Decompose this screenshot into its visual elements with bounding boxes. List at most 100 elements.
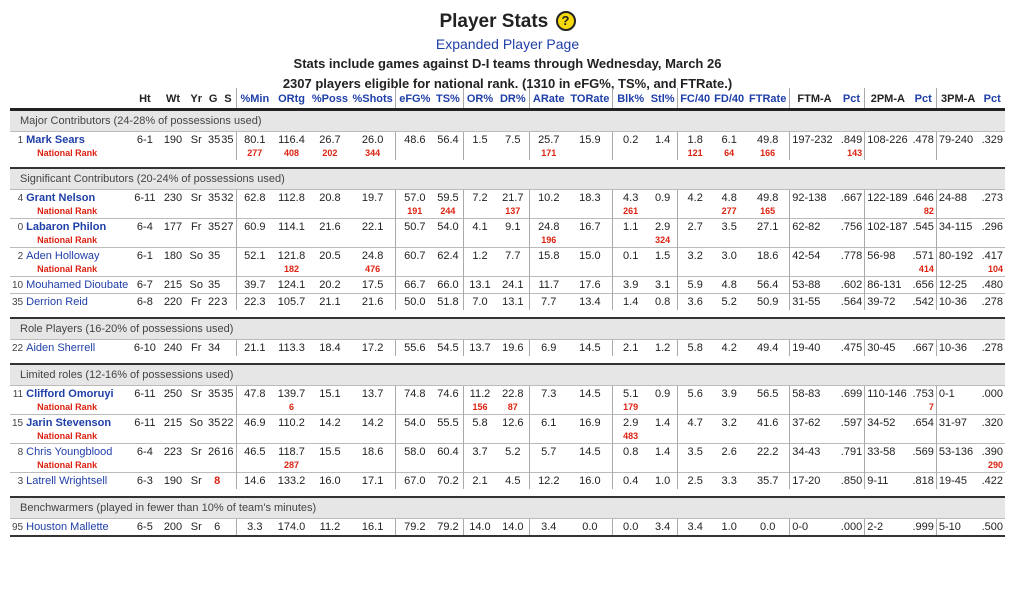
rank-stl [648,264,678,277]
national-rank-label: National Rank [37,235,98,245]
rank-ts [433,148,463,160]
help-icon[interactable]: ? [555,11,576,31]
rank-torate [567,460,613,473]
stat-wt: 240 [159,339,187,356]
player-name-link[interactable]: Clifford Omoruyi [24,385,131,402]
stat-g: 35 [206,131,221,148]
player-name-link[interactable]: Houston Mallette [24,518,131,536]
stats-note: Stats include games against D-I teams th… [293,56,722,71]
player-name-link[interactable]: Latrell Wrightsell [24,472,131,489]
stat-p2ma: 30-45 [864,339,911,356]
column-header-fc-40[interactable]: FC/40 [677,88,713,111]
player-name-link[interactable]: Chris Youngblood [24,443,131,460]
stat-ftrate: 49.8 [746,189,790,206]
national-rank-label: National Rank [37,264,98,274]
stat-p2p: .999 [910,518,937,536]
stat-or: 1.5 [462,131,497,148]
stat-torate: 16.9 [567,414,613,431]
rank-dr [496,148,529,160]
stat-ts: 62.4 [433,247,464,264]
column-header--min[interactable]: %Min [235,88,274,111]
rank-spacer [10,148,24,160]
stat-dr: 21.7 [496,189,530,206]
stat-shots: 24.8 [349,247,396,264]
stat-blk: 1.4 [612,293,649,310]
column-header-efg-[interactable]: eFG% [395,88,434,111]
column-header-blk-[interactable]: Blk% [612,88,649,111]
table-bottom [10,535,1005,539]
column-header-pct[interactable]: Pct [910,88,937,111]
stat-fd: 4.8 [712,189,747,206]
column-header-stl-[interactable]: Stl% [648,88,678,111]
stat-ht: 6-5 [130,518,160,536]
stat-s: 27 [220,218,236,235]
rank-ftma [789,402,839,415]
stat-blk: 0.8 [612,443,649,460]
stat-ftma: 37-62 [789,414,839,431]
page-title: Player Stats ? [0,10,1015,34]
stat-ts: 59.5 [433,189,464,206]
gap-cell [10,356,1005,364]
stat-s [220,276,236,294]
rank-ftp [839,402,865,415]
jersey-number: 3 [10,472,25,489]
stat-p2ma: 34-52 [864,414,911,431]
stat-dr: 12.6 [496,414,530,431]
rank-wt [160,206,187,219]
rank-ftma [789,235,839,248]
player-name-link[interactable]: Derrion Reid [24,293,131,310]
column-header-pct[interactable]: Pct [838,88,865,111]
player-name-link[interactable]: Mouhamed Dioubate [24,276,131,294]
stat-s: 32 [220,189,236,206]
stat-ht: 6-11 [130,414,160,431]
player-name-link[interactable]: Jarin Stevenson [24,414,131,431]
stat-s: 16 [220,443,236,460]
rank-ts [433,235,463,248]
jersey-number: 4 [10,189,25,206]
stat-efg: 48.6 [395,131,434,148]
column-header--poss[interactable]: %Poss [309,88,350,111]
player-row: 1 Mark Sears 6-1 190 Sr 35 35 80.1 116.4 26.7 26.0… [10,131,1005,148]
stat-fc: 5.9 [677,276,713,294]
rank-efg [395,148,434,160]
column-header-torate[interactable]: TORate [567,88,613,111]
player-name-link[interactable]: Aden Holloway [24,247,131,264]
stat-arate: 5.7 [529,443,568,460]
stat-p2p: .571 [910,247,937,264]
player-name-link[interactable]: Labaron Philon [24,218,131,235]
rank-ts [433,431,463,444]
rank-ht [130,264,159,277]
column-header--shots[interactable]: %Shots [349,88,396,111]
column-header-ortg[interactable]: ORtg [273,88,310,111]
column-header-or-[interactable]: OR% [462,88,497,111]
stat-dr: 24.1 [496,276,530,294]
stat-s: 35 [220,131,236,148]
player-name-link[interactable]: Grant Nelson [24,189,131,206]
stat-s [220,247,236,264]
stat-shots: 14.2 [349,414,396,431]
stat-ht: 6-4 [130,218,160,235]
player-name-link[interactable]: Mark Sears [24,131,131,148]
rank-shots [350,460,396,473]
stat-ftrate: 49.8 [746,131,790,148]
expanded-player-page-link[interactable]: Expanded Player Page [435,36,580,52]
jersey-number: 35 [10,293,25,310]
column-header-fd-40[interactable]: FD/40 [712,88,747,111]
stat-poss: 15.1 [309,385,350,402]
column-header-pct[interactable]: Pct [979,88,1005,111]
column-header-arate[interactable]: ARate [529,88,568,111]
player-name-link[interactable]: Aiden Sherrell [24,339,131,356]
stat-min: 52.1 [235,247,274,264]
stat-ht: 6-4 [130,443,160,460]
stat-ht: 6-11 [130,189,160,206]
rank-or [462,206,497,219]
column-header-ftrate[interactable]: FTRate [746,88,790,111]
column-header-dr-[interactable]: DR% [496,88,530,111]
stat-shots: 17.1 [349,472,396,489]
national-rank-row: National Rank 287 290 [10,460,1005,473]
stat-yr: Sr [186,472,206,489]
eligibility-note: 2307 players eligible for national rank.… [282,76,733,91]
column-header-ts-[interactable]: TS% [433,88,464,111]
rank-p2ma [864,460,911,473]
stat-p2p: .545 [910,218,937,235]
